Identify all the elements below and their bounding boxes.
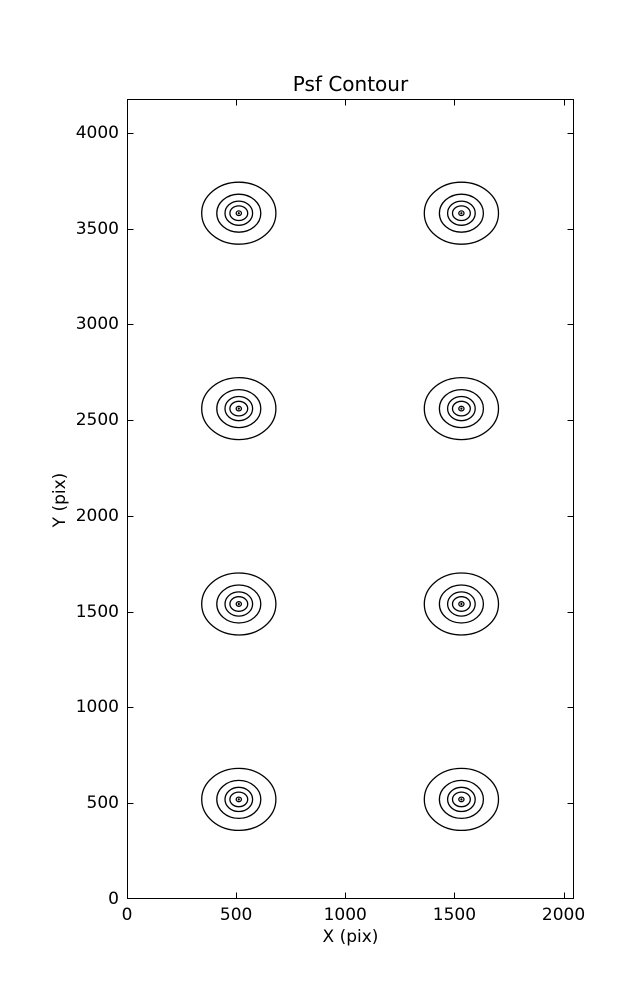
contour-ring (216, 584, 262, 624)
contour-ring (446, 591, 476, 617)
tick-marks (127, 99, 574, 899)
contour-ring (438, 388, 485, 429)
contour-ring (438, 193, 485, 233)
contour-ring (235, 796, 243, 803)
psf-contour (201, 572, 277, 636)
contour-center-dot (237, 602, 240, 606)
psf-contour (423, 376, 500, 441)
contour-ring (216, 388, 262, 429)
contour-center-dot (460, 212, 463, 215)
contour-ring (438, 779, 485, 820)
contour-ring (229, 400, 249, 417)
contour-ring (458, 210, 465, 217)
axes-frame (127, 99, 574, 899)
contour-ring (458, 796, 465, 803)
x-tick-label: 0 (121, 905, 133, 925)
contour-ring (235, 210, 243, 217)
y-tick-label: 3000 (75, 314, 119, 335)
contour-center-dot (237, 407, 240, 410)
contour-ring (229, 596, 249, 612)
contour-ring (451, 400, 471, 417)
contour-ring (224, 786, 254, 813)
contour-ring (446, 200, 476, 226)
y-tick-label: 4000 (75, 122, 119, 143)
plot-area (127, 99, 574, 899)
psf-contour (201, 181, 277, 245)
x-tick-label: 500 (219, 905, 253, 925)
contour-ring (458, 601, 465, 607)
contour-ring (458, 405, 465, 412)
contour-ring (423, 181, 500, 245)
contour-ring (235, 601, 243, 607)
contour-ring (451, 596, 471, 612)
contour-ring (216, 779, 262, 820)
contour-ring (423, 572, 500, 636)
y-tick-label: 2000 (75, 505, 119, 526)
contour-ring (451, 205, 471, 222)
contour-center-dot (237, 798, 240, 801)
plot-title: Psf Contour (292, 72, 409, 96)
x-tick-label: 1500 (432, 905, 477, 925)
contour-ring (201, 767, 277, 832)
contour-ring (438, 584, 485, 624)
contour-ring (235, 405, 243, 412)
contour-ring (201, 572, 277, 636)
x-tick-label: 1000 (323, 905, 367, 925)
contour-ring (423, 767, 500, 832)
contour-plot-svg (127, 99, 574, 899)
contour-ring (216, 193, 262, 233)
contour-ring (224, 200, 254, 226)
contour-ring (229, 791, 249, 808)
psf-contour (201, 767, 277, 832)
y-tick-label: 0 (108, 889, 119, 909)
y-tick-label: 1000 (75, 697, 119, 718)
contour-ring (224, 591, 254, 617)
x-tick-label: 2000 (541, 905, 586, 925)
y-tick-label: 1500 (75, 601, 119, 622)
contour-ring (229, 205, 249, 222)
contour-ring (446, 395, 476, 422)
contour-ring (451, 791, 471, 808)
contour-ring (201, 181, 277, 245)
contour-ring (446, 786, 476, 813)
contour-ring (224, 395, 254, 422)
contour-center-dot (237, 212, 240, 215)
psf-contour (423, 767, 500, 832)
psf-contour (423, 181, 500, 245)
y-tick-label: 3500 (75, 218, 119, 239)
contour-center-dot (460, 407, 463, 410)
y-tick-label: 2500 (75, 410, 119, 431)
y-tick-label: 500 (86, 793, 119, 814)
contour-ring (423, 376, 500, 441)
psf-contour (423, 572, 500, 636)
contour-ring (201, 376, 277, 441)
contour-center-dot (460, 602, 463, 606)
psf-contour (201, 376, 277, 441)
contour-center-dot (460, 798, 463, 801)
x-axis-label: X (pix) (322, 927, 379, 947)
